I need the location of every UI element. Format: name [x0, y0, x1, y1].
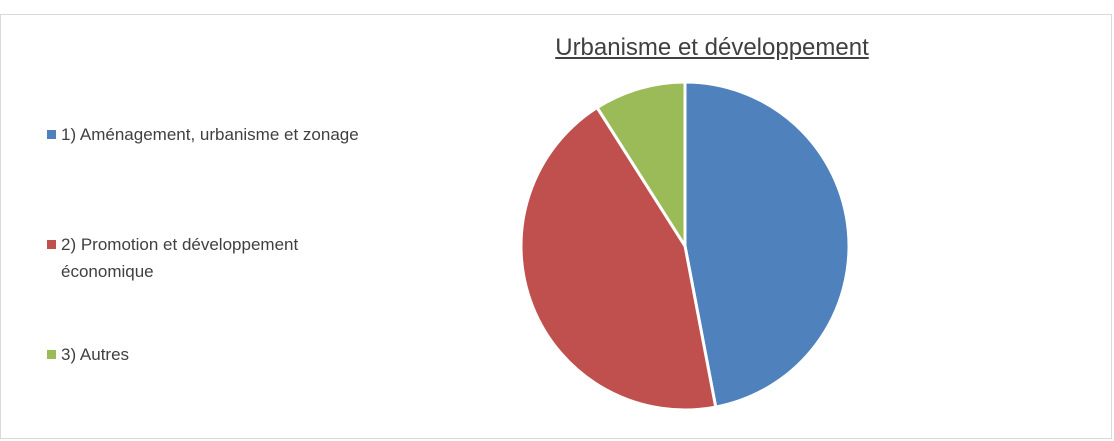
pie-slice: [595, 80, 687, 252]
legend-label: 3) Autres: [61, 345, 130, 364]
legend-swatch: [47, 240, 56, 249]
legend-item: 3) Autres: [47, 341, 361, 368]
pie-slice: [519, 105, 718, 412]
legend-item: 2) Promotion et développement économique: [47, 231, 361, 285]
pie-slice: [683, 80, 851, 409]
chart-frame: [0, 14, 1112, 439]
legend-swatch: [47, 130, 56, 139]
legend-item: 1) Aménagement, urbanisme et zonage: [47, 121, 361, 148]
legend-label: 2) Promotion et développement économique: [61, 235, 299, 281]
legend-swatch: [47, 350, 56, 359]
chart-title: Urbanisme et développement: [555, 34, 869, 61]
legend-label: 1) Aménagement, urbanisme et zonage: [61, 125, 359, 144]
